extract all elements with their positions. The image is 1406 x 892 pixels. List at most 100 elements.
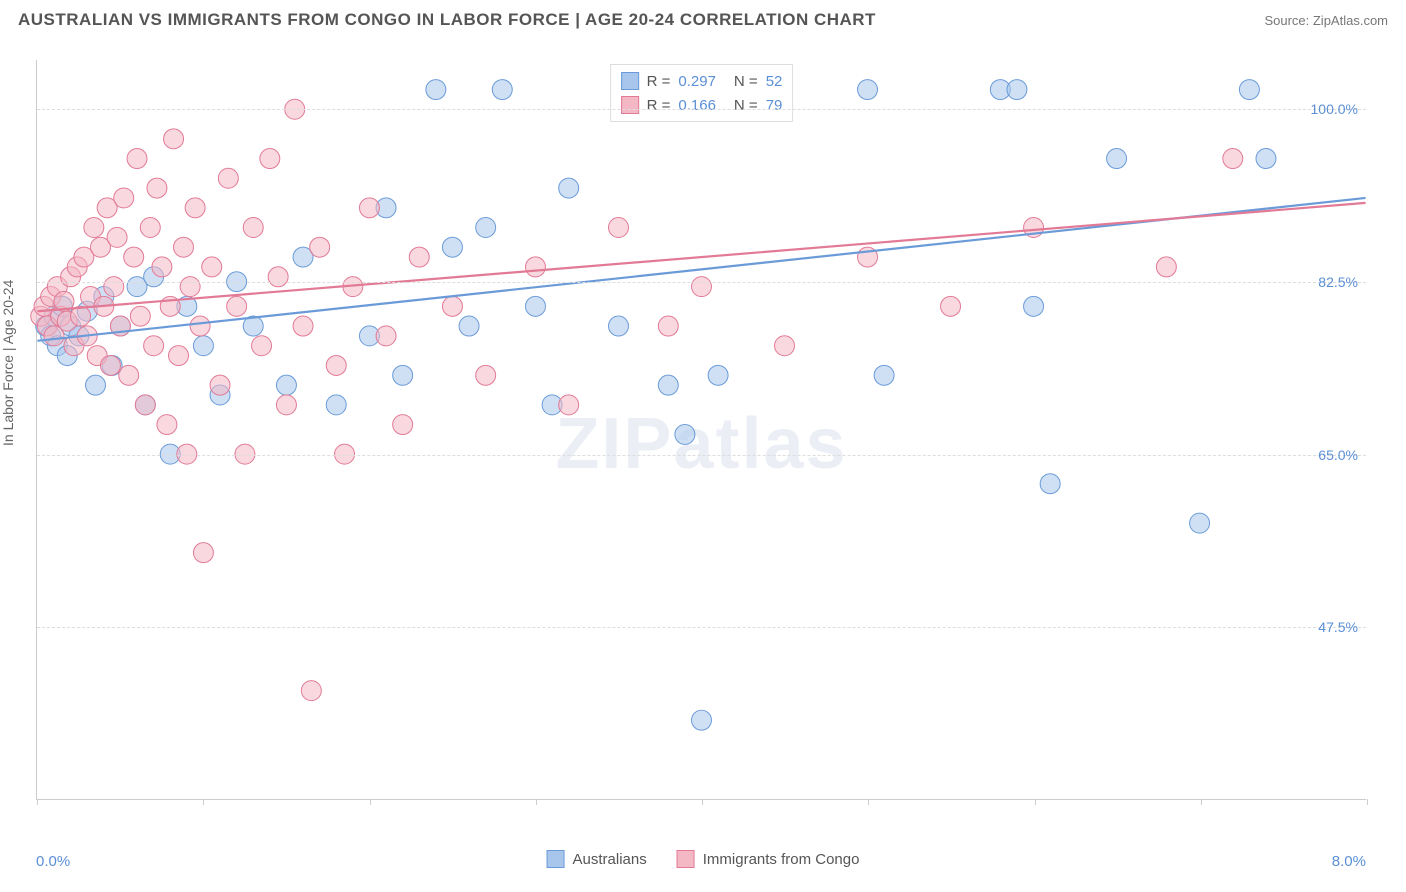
gridline — [37, 109, 1366, 110]
scatter-point — [174, 237, 194, 257]
scatter-point — [84, 218, 104, 238]
n-value: 79 — [766, 97, 783, 114]
scatter-point — [127, 149, 147, 169]
scatter-point — [692, 277, 712, 297]
y-tick-label: 47.5% — [1318, 619, 1358, 635]
legend-item: Australians — [547, 850, 647, 868]
n-value: 52 — [766, 73, 783, 90]
scatter-point — [1256, 149, 1276, 169]
scatter-point — [301, 681, 321, 701]
scatter-point — [376, 326, 396, 346]
x-tick — [203, 799, 204, 805]
legend-swatch — [621, 72, 639, 90]
legend-row: R = 0.166 N = 79 — [621, 93, 783, 117]
n-label: N = — [734, 97, 758, 114]
scatter-point — [100, 355, 120, 375]
x-tick — [536, 799, 537, 805]
scatter-point — [426, 80, 446, 100]
scatter-point — [293, 316, 313, 336]
scatter-point — [393, 365, 413, 385]
scatter-point — [1107, 149, 1127, 169]
legend-swatch — [547, 850, 565, 868]
scatter-point — [459, 316, 479, 336]
r-value: 0.297 — [678, 73, 716, 90]
x-axis-min-label: 0.0% — [36, 853, 70, 870]
scatter-point — [442, 237, 462, 257]
y-tick-label: 100.0% — [1311, 101, 1358, 117]
scatter-point — [104, 277, 124, 297]
legend-row: R = 0.297 N = 52 — [621, 69, 783, 93]
scatter-point — [144, 336, 164, 356]
scatter-point — [442, 296, 462, 316]
scatter-point — [180, 277, 200, 297]
scatter-point — [193, 336, 213, 356]
scatter-point — [1190, 513, 1210, 533]
scatter-point — [169, 346, 189, 366]
x-tick — [370, 799, 371, 805]
gridline — [37, 627, 1366, 628]
scatter-point — [130, 306, 150, 326]
scatter-point — [164, 129, 184, 149]
scatter-point — [147, 178, 167, 198]
scatter-point — [609, 316, 629, 336]
scatter-point — [559, 395, 579, 415]
scatter-point — [708, 365, 728, 385]
scatter-point — [124, 247, 144, 267]
scatter-point — [157, 415, 177, 435]
scatter-point — [874, 365, 894, 385]
series-legend: Australians Immigrants from Congo — [547, 850, 860, 868]
scatter-point — [310, 237, 330, 257]
scatter-point — [525, 257, 545, 277]
r-value: 0.166 — [678, 97, 716, 114]
scatter-point — [609, 218, 629, 238]
x-axis-max-label: 8.0% — [1332, 853, 1366, 870]
scatter-point — [260, 149, 280, 169]
scatter-point — [941, 296, 961, 316]
scatter-point — [393, 415, 413, 435]
scatter-point — [359, 198, 379, 218]
header: AUSTRALIAN VS IMMIGRANTS FROM CONGO IN L… — [0, 0, 1406, 38]
scatter-point — [276, 375, 296, 395]
x-tick — [868, 799, 869, 805]
r-label: R = — [647, 97, 671, 114]
scatter-point — [140, 218, 160, 238]
x-tick — [37, 799, 38, 805]
scatter-point — [135, 395, 155, 415]
gridline — [37, 455, 1366, 456]
scatter-point — [190, 316, 210, 336]
scatter-point — [476, 365, 496, 385]
scatter-point — [525, 296, 545, 316]
x-tick — [1035, 799, 1036, 805]
scatter-point — [692, 710, 712, 730]
correlation-legend: R = 0.297 N = 52 R = 0.166 N = 79 — [610, 64, 794, 122]
scatter-point — [658, 316, 678, 336]
scatter-point — [858, 80, 878, 100]
n-label: N = — [734, 73, 758, 90]
x-tick — [702, 799, 703, 805]
scatter-point — [227, 296, 247, 316]
legend-label: Australians — [573, 851, 647, 868]
scatter-point — [119, 365, 139, 385]
scatter-point — [114, 188, 134, 208]
scatter-point — [658, 375, 678, 395]
y-axis-label: In Labor Force | Age 20-24 — [0, 280, 16, 446]
scatter-point — [1007, 80, 1027, 100]
scatter-point — [775, 336, 795, 356]
y-tick-label: 82.5% — [1318, 274, 1358, 290]
scatter-point — [107, 227, 127, 247]
r-label: R = — [647, 73, 671, 90]
scatter-point — [476, 218, 496, 238]
scatter-point — [86, 375, 106, 395]
scatter-point — [326, 395, 346, 415]
chart-plot-area: ZIPatlas R = 0.297 N = 52 R = 0.166 N = … — [36, 60, 1366, 800]
scatter-point — [1223, 149, 1243, 169]
scatter-point — [152, 257, 172, 277]
scatter-point — [202, 257, 222, 277]
scatter-point — [675, 424, 695, 444]
legend-label: Immigrants from Congo — [703, 851, 860, 868]
legend-swatch — [677, 850, 695, 868]
scatter-point — [193, 543, 213, 563]
source-label: Source: ZipAtlas.com — [1264, 13, 1388, 28]
scatter-point — [185, 198, 205, 218]
scatter-point — [218, 168, 238, 188]
